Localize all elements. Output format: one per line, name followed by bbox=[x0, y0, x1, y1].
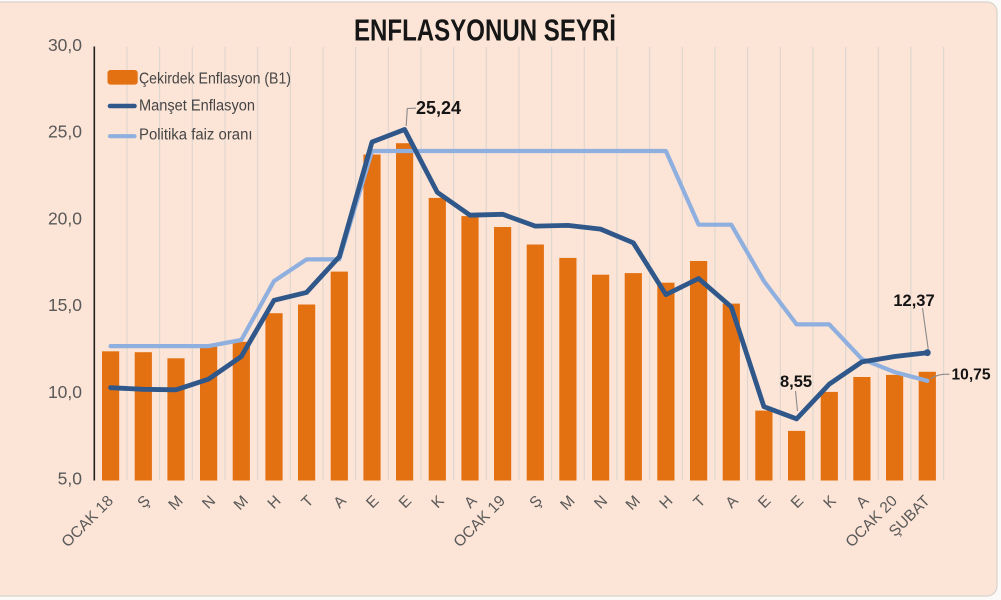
svg-text:5,0: 5,0 bbox=[58, 469, 83, 489]
svg-text:Politika faiz oranı: Politika faiz oranı bbox=[139, 126, 253, 143]
svg-text:12,37: 12,37 bbox=[893, 292, 934, 310]
svg-text:25,24: 25,24 bbox=[416, 98, 461, 118]
svg-text:30,0: 30,0 bbox=[48, 35, 82, 55]
svg-text:10,75: 10,75 bbox=[951, 367, 990, 384]
svg-text:25,0: 25,0 bbox=[48, 122, 82, 142]
svg-text:10,0: 10,0 bbox=[48, 382, 82, 402]
svg-text:ENFLASYONUN SEYRİ: ENFLASYONUN SEYRİ bbox=[354, 13, 616, 48]
svg-text:Manşet Enflasyon: Manşet Enflasyon bbox=[139, 98, 255, 115]
svg-text:Çekirdek Enflasyon (B1): Çekirdek Enflasyon (B1) bbox=[139, 70, 291, 87]
svg-text:20,0: 20,0 bbox=[48, 208, 82, 228]
svg-text:15,0: 15,0 bbox=[48, 295, 82, 315]
svg-text:8,55: 8,55 bbox=[780, 373, 812, 391]
